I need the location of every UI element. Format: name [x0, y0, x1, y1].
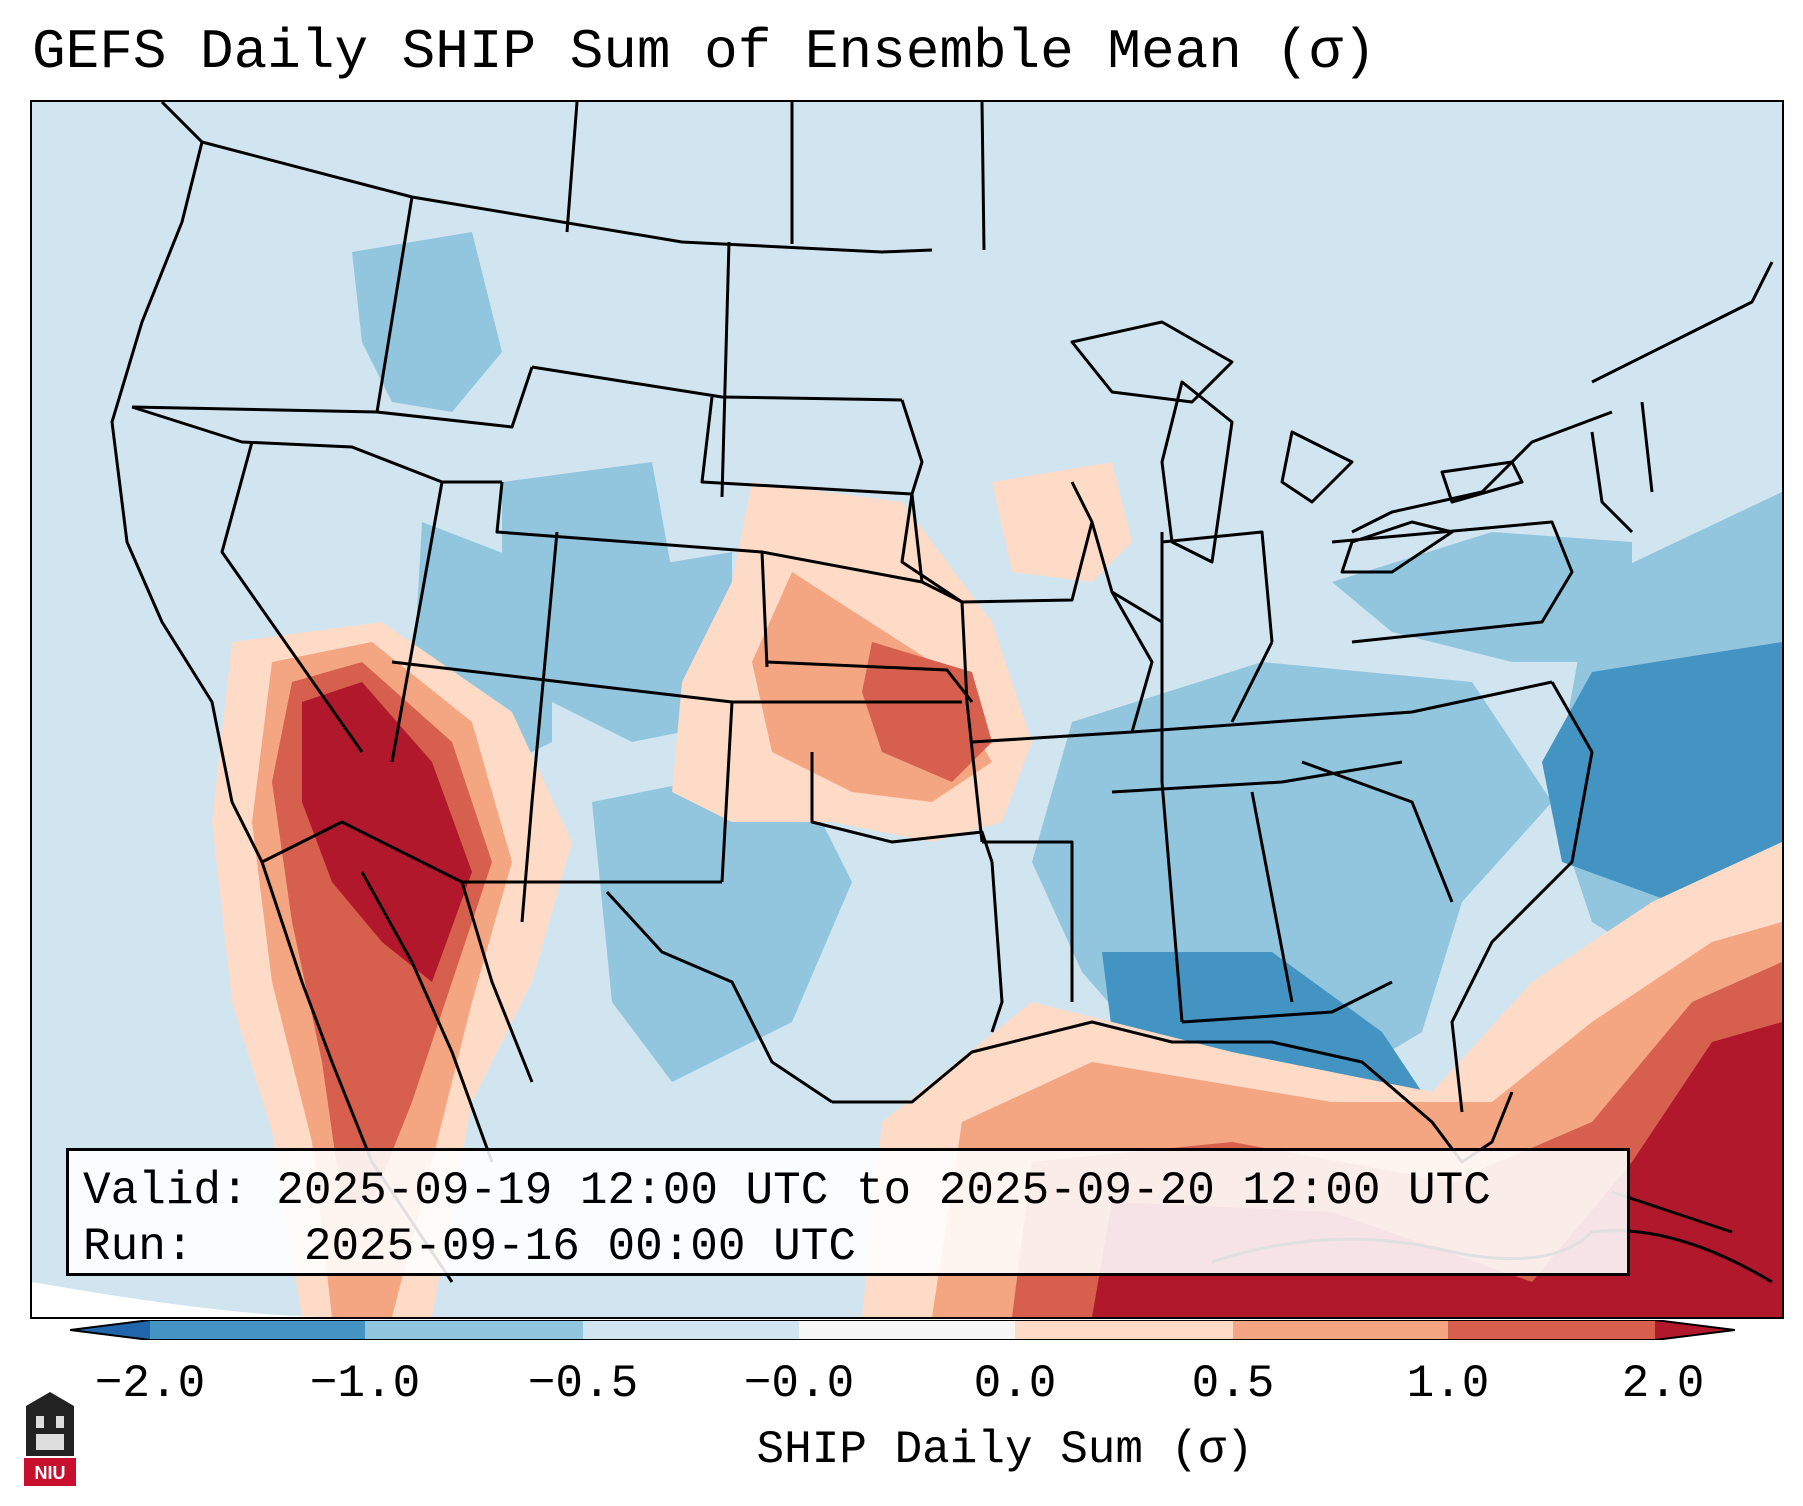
- colorbar-segment: [365, 1320, 583, 1340]
- colorbar-tick-label: −1.0: [309, 1358, 421, 1410]
- colorbar-tick-label: −0.5: [527, 1358, 639, 1410]
- validity-info-box: Valid: 2025-09-19 12:00 UTC to 2025-09-2…: [66, 1148, 1630, 1276]
- colorbar-segment: [1448, 1320, 1655, 1340]
- state-borders: [110, 102, 1774, 1284]
- svg-text:NIU: NIU: [35, 1463, 66, 1483]
- positive-region-southwest: [212, 622, 572, 1317]
- colorbar-tick-label: 1.0: [1406, 1358, 1490, 1410]
- negative-region-rockies: [352, 232, 852, 1082]
- colorbar-extend-max: [1655, 1320, 1735, 1340]
- colorbar-title: SHIP Daily Sum (σ): [756, 1424, 1254, 1476]
- ship-map: [32, 102, 1782, 1317]
- niu-logo: NIU: [24, 1392, 76, 1486]
- colorbar-tick-label: 0.5: [1191, 1358, 1275, 1410]
- colorbar-tick-label: −0.0: [743, 1358, 855, 1410]
- valid-value: 2025-09-19 12:00 UTC to 2025-09-20 12:00…: [276, 1165, 1491, 1217]
- colorbar-segment: [799, 1320, 1015, 1340]
- projection-edge: [32, 1282, 332, 1317]
- chart-title: GEFS Daily SHIP Sum of Ensemble Mean (σ): [32, 20, 1377, 84]
- colorbar: [70, 1320, 1735, 1340]
- run-label: Run:: [83, 1221, 194, 1273]
- colorbar-segment: [583, 1320, 799, 1340]
- colorbar-tick-label: 0.0: [973, 1358, 1057, 1410]
- valid-label: Valid:: [83, 1165, 249, 1217]
- negative-region-atlantic: [1542, 492, 1782, 972]
- colorbar-extend-min: [70, 1320, 150, 1340]
- colorbar-tick-label: 2.0: [1621, 1358, 1705, 1410]
- colorbar-segment: [150, 1320, 365, 1340]
- map-panel: [30, 100, 1784, 1319]
- colorbar-tick-label: −2.0: [94, 1358, 206, 1410]
- run-value: 2025-09-16 00:00 UTC: [303, 1221, 856, 1273]
- colorbar-segment: [1015, 1320, 1233, 1340]
- colorbar-segment: [1233, 1320, 1448, 1340]
